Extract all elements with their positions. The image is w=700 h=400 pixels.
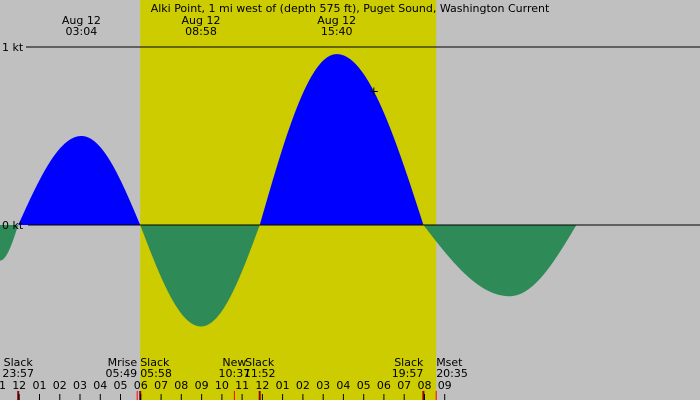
hour-tick-label: 12 — [12, 379, 26, 392]
hour-tick-label: 11 — [235, 379, 249, 392]
hour-tick-label: 02 — [296, 379, 310, 392]
event-time-label: 20:35 — [436, 367, 468, 380]
peak-time-label: 08:58 — [185, 25, 217, 38]
peak-time-label: 03:04 — [66, 25, 98, 38]
peak-date-label: Aug 12 — [182, 14, 221, 27]
hour-tick-label: 11 — [0, 379, 6, 392]
hour-tick-labels: 11 12 01 02 03 04 05 06 07 08 09 10 11 12 01 02 03 04 05 06… — [0, 379, 452, 400]
hour-tick-label: 08 — [174, 379, 188, 392]
hour-tick-label: 12 — [255, 379, 269, 392]
event-time-label: 05:49 — [105, 367, 137, 380]
peak-date-label: Aug 12 — [317, 14, 356, 27]
chart-title: Alki Point, 1 mi west of (depth 575 ft),… — [151, 2, 550, 15]
event-time-label: 10:37 — [219, 367, 251, 380]
event-name-label: New — [222, 356, 246, 369]
hour-tick-label: 04 — [336, 379, 350, 392]
hour-tick-label: 05 — [114, 379, 128, 392]
hour-tick-label: 03 — [316, 379, 330, 392]
y-tick-label-1kt: 1 kt — [2, 41, 24, 54]
y-tick-label-0kt: 0 kt — [2, 219, 24, 232]
hour-tick-label: 09 — [195, 379, 209, 392]
event-name-label: Mrise — [108, 356, 138, 369]
event-name-label: Slack — [245, 356, 275, 369]
hour-tick-label: 07 — [154, 379, 168, 392]
hour-tick-label: 04 — [93, 379, 107, 392]
hour-tick-label: 10 — [215, 379, 229, 392]
hour-tick-label: 03 — [73, 379, 87, 392]
peak-time-label: 15:40 — [321, 25, 353, 38]
event-time-label: 11:52 — [244, 367, 276, 380]
crosshair-cursor — [369, 87, 378, 96]
hour-tick-label: 06 — [134, 379, 148, 392]
event-labels: Slack23:57Mrise05:49Slack05:58New10:37Sl… — [2, 356, 468, 400]
hour-tick-label: 09 — [438, 379, 452, 392]
hour-tick-label: 01 — [33, 379, 47, 392]
flood-current-area — [18, 54, 700, 225]
peak-date-label: Aug 12 — [62, 14, 101, 27]
hour-tick-label: 01 — [276, 379, 290, 392]
hour-tick-label: 06 — [377, 379, 391, 392]
event-name-label: Slack — [394, 356, 424, 369]
hour-tick-label: 05 — [357, 379, 371, 392]
event-name-label: Mset — [436, 356, 463, 369]
hour-tick-label: 07 — [397, 379, 411, 392]
event-time-label: 19:57 — [392, 367, 424, 380]
event-name-label: Slack — [140, 356, 170, 369]
ebb-current-area — [0, 225, 577, 327]
hour-tick-label: 08 — [418, 379, 432, 392]
event-time-label: 05:58 — [140, 367, 172, 380]
event-time-label: 23:57 — [2, 367, 34, 380]
event-name-label: Slack — [4, 356, 34, 369]
hour-tick-label: 02 — [53, 379, 67, 392]
